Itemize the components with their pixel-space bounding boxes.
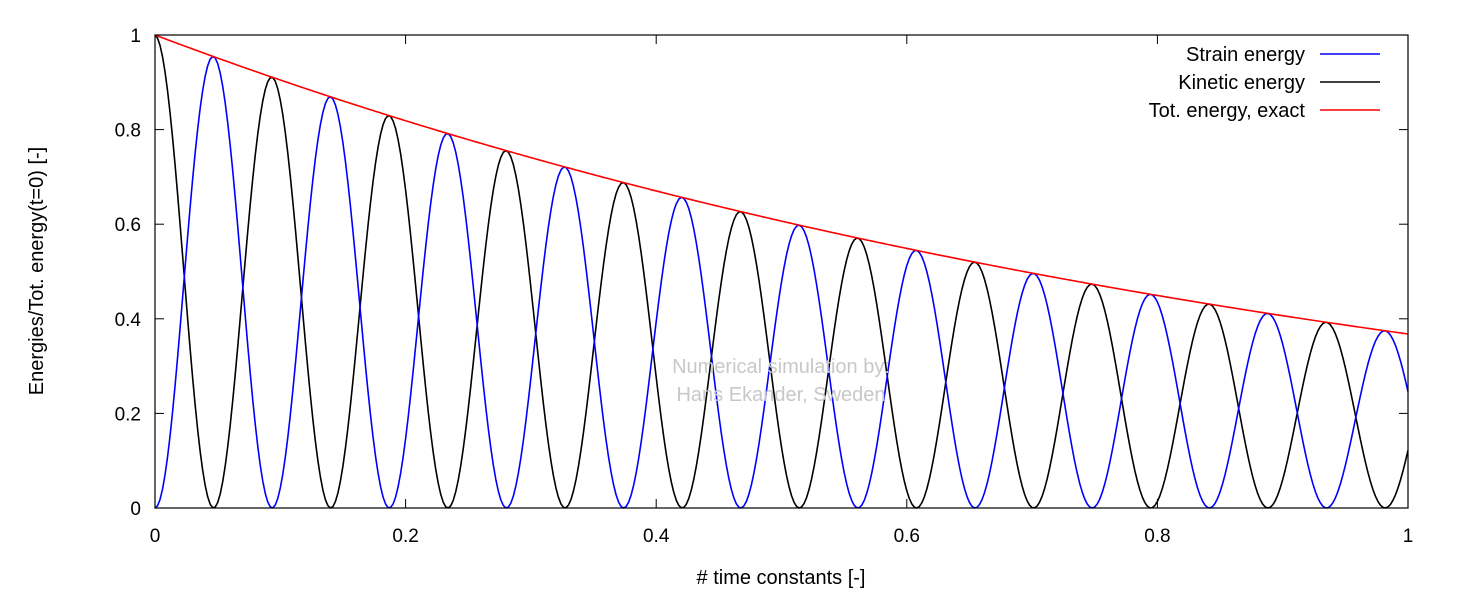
x-tick-label: 0.8: [1144, 526, 1170, 547]
x-axis-title: # time constants [-]: [697, 567, 866, 589]
y-axis-title: Energies/Tot. energy(t=0) [-]: [26, 147, 48, 395]
total-energy-exact-line: [154, 34, 1409, 335]
y-tick-label: 0.4: [115, 310, 142, 331]
strain-energy-line: [154, 55, 1409, 509]
plot-frame: [154, 34, 1409, 509]
legend-total-energy-exact-label: Tot. energy, exact: [1149, 100, 1306, 122]
x-tick-label: 0.2: [392, 526, 418, 547]
x-tick-label: 0: [150, 526, 161, 547]
watermark-line-2: Hans Ekander, Sweden: [676, 384, 885, 406]
y-tick-label: 1: [130, 26, 141, 47]
legend-kinetic-energy-label: Kinetic energy: [1178, 72, 1305, 94]
y-tick-label: 0.6: [115, 215, 141, 236]
watermark-line-1: Numerical simulation by:: [672, 356, 890, 378]
axes: 0 0.2 0.4 0.6 0.8 1 0 0.2 0.4 0.6 0.8 1: [115, 26, 1414, 547]
kinetic-energy-line: [154, 34, 1409, 509]
series-lines: [154, 34, 1409, 509]
y-tick-label: 0.2: [115, 404, 141, 425]
x-tick-label: 1: [1403, 526, 1414, 547]
y-tick-label: 0.8: [115, 121, 141, 142]
legend: Strain energy Kinetic energy Tot. energy, …: [1149, 44, 1380, 122]
x-tick-label: 0.6: [894, 526, 920, 547]
y-tick-label: 0: [130, 499, 141, 520]
legend-strain-energy-label: Strain energy: [1186, 44, 1305, 66]
x-tick-label: 0.4: [643, 526, 670, 547]
